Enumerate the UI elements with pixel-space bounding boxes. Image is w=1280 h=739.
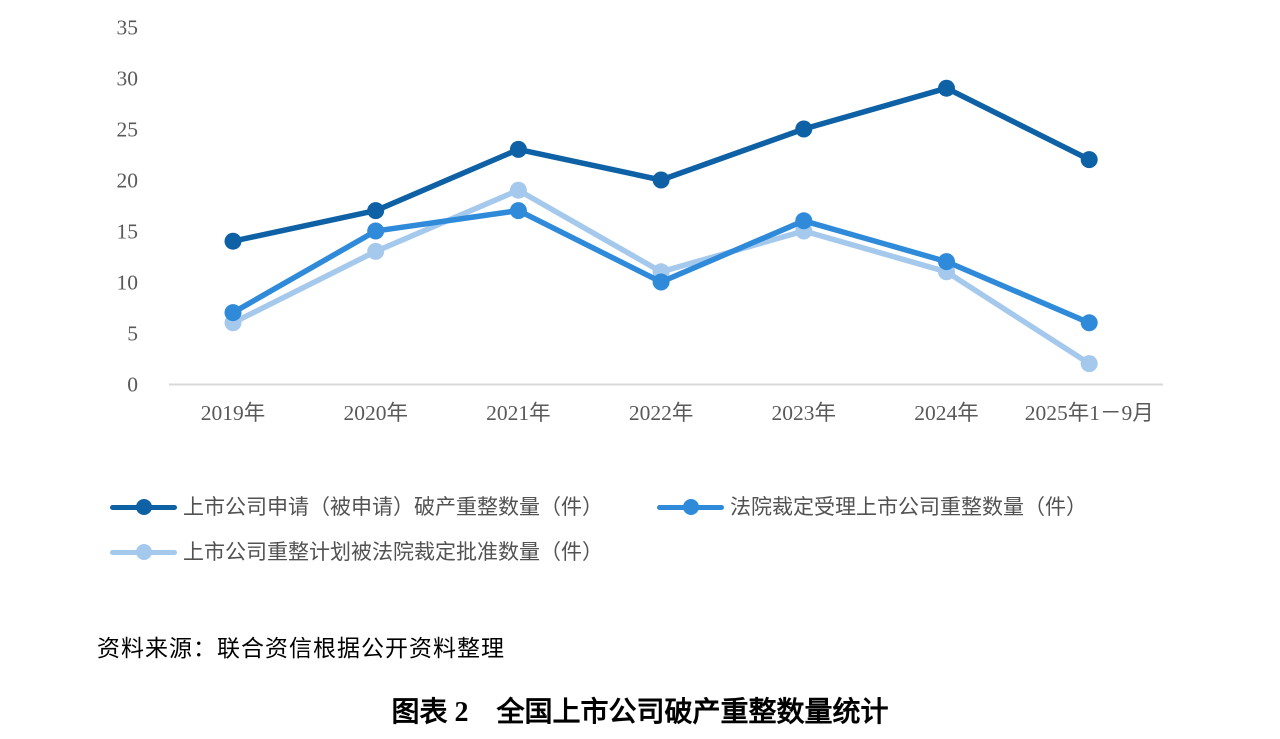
legend-label: 上市公司重整计划被法院裁定批准数量（件） xyxy=(183,540,603,564)
legend-item: 上市公司重整计划被法院裁定批准数量（件） xyxy=(110,541,603,563)
x-axis-tick-label: 2023年 xyxy=(772,401,837,425)
data-point xyxy=(367,222,385,240)
data-point xyxy=(1080,355,1098,373)
data-point xyxy=(1080,151,1098,169)
x-axis-tick-label: 2020年 xyxy=(343,401,408,425)
data-point xyxy=(1080,314,1098,332)
legend-label: 上市公司申请（被申请）破产重整数量（件） xyxy=(183,495,603,519)
data-point xyxy=(367,202,385,220)
data-point xyxy=(509,181,527,199)
source-note: 资料来源：联合资信根据公开资料整理 xyxy=(97,636,505,661)
legend-line-marker-icon xyxy=(110,543,177,561)
data-point xyxy=(652,273,670,291)
data-point xyxy=(795,212,813,230)
x-axis-tick-label: 2024年 xyxy=(914,401,979,425)
data-point xyxy=(509,140,527,158)
y-axis-tick-label: 30 xyxy=(117,67,139,91)
data-point xyxy=(367,242,385,260)
line-chart: 0 5 10 15 20 25 30 35 2019年 2020年 2021年 2022年 2023年 2… xyxy=(117,16,1163,425)
data-point xyxy=(224,304,242,322)
x-axis-tick-label: 2025年1－9月 xyxy=(1025,401,1154,425)
x-axis-tick-label: 2021年 xyxy=(486,401,551,425)
data-point xyxy=(652,171,670,189)
data-point xyxy=(509,202,527,220)
data-point xyxy=(224,232,242,250)
y-axis-tick-label: 5 xyxy=(127,322,138,346)
x-axis-tick-label: 2019年 xyxy=(201,401,266,425)
legend-label: 法院裁定受理上市公司重整数量（件） xyxy=(730,495,1087,519)
data-point xyxy=(938,79,955,97)
y-axis-tick-label: 20 xyxy=(117,169,139,193)
data-point xyxy=(795,120,813,138)
y-axis-tick-label: 10 xyxy=(117,271,139,295)
figure-title: 图表 2 全国上市公司破产重整数量统计 xyxy=(391,697,889,728)
y-axis-tick-label: 25 xyxy=(117,118,139,142)
series-line-0 xyxy=(230,85,1092,244)
y-axis-tick-label: 0 xyxy=(127,373,138,397)
legend-line-marker-icon xyxy=(110,498,177,516)
legend-line-marker-icon xyxy=(657,498,724,516)
data-point xyxy=(938,253,955,271)
legend-item: 法院裁定受理上市公司重整数量（件） xyxy=(657,496,1087,518)
y-axis-tick-label: 35 xyxy=(117,16,139,40)
x-axis-tick-label: 2022年 xyxy=(629,401,694,425)
y-axis-tick-label: 15 xyxy=(117,220,139,244)
legend-item: 上市公司申请（被申请）破产重整数量（件） xyxy=(110,496,603,518)
